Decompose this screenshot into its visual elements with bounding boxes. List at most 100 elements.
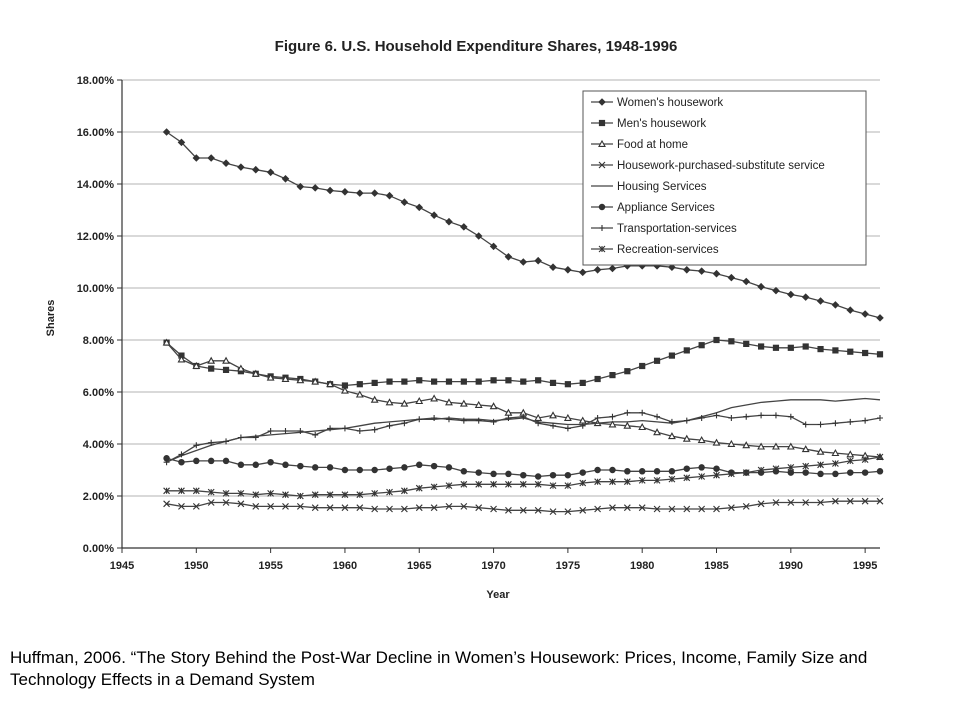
data-point — [638, 504, 646, 512]
data-point — [237, 500, 245, 508]
data-point — [400, 399, 409, 407]
data-point — [520, 378, 527, 385]
data-point — [757, 500, 765, 508]
data-point — [668, 505, 676, 513]
data-point — [817, 461, 824, 469]
data-point — [445, 398, 453, 406]
data-point — [490, 470, 497, 478]
data-point — [430, 483, 438, 491]
data-point — [208, 365, 215, 372]
data-point — [430, 504, 438, 512]
data-point — [832, 460, 839, 467]
legend-label: Men's housework — [617, 118, 706, 130]
data-point — [683, 347, 690, 354]
data-point — [416, 377, 423, 384]
data-point — [237, 163, 245, 171]
x-tick-label: 1955 — [258, 560, 282, 572]
y-tick-label: 14.00% — [77, 179, 115, 191]
data-point — [653, 505, 661, 513]
data-point — [608, 264, 617, 273]
data-point — [832, 420, 839, 427]
data-point — [877, 415, 883, 421]
data-point — [370, 189, 379, 197]
line-chart: Figure 6. U.S. Household Expenditure Sha… — [45, 38, 884, 601]
series-line — [166, 342, 881, 458]
data-point — [549, 471, 557, 479]
data-point — [624, 468, 631, 475]
data-point — [847, 418, 854, 425]
data-point — [192, 503, 200, 510]
data-point — [594, 478, 601, 486]
data-point — [223, 438, 230, 445]
data-point — [327, 425, 334, 432]
data-point — [386, 488, 393, 496]
data-point — [802, 462, 810, 470]
data-point — [831, 448, 840, 457]
y-tick-label: 0.00% — [83, 543, 114, 555]
x-tick-label: 1990 — [779, 560, 803, 572]
data-point — [489, 402, 498, 410]
data-point — [475, 417, 482, 424]
data-point — [311, 184, 319, 192]
data-point — [772, 442, 780, 450]
data-point — [207, 356, 216, 364]
data-point — [505, 415, 512, 421]
data-point — [505, 470, 512, 478]
data-point — [817, 421, 824, 428]
data-point — [326, 491, 334, 499]
y-tick-label: 8.00% — [83, 335, 114, 347]
data-point — [415, 203, 424, 212]
legend-entry: Recreation-services — [591, 244, 719, 256]
data-point — [579, 479, 587, 487]
data-point — [876, 468, 884, 475]
data-point — [282, 461, 289, 469]
data-point — [683, 474, 691, 482]
data-point — [251, 369, 260, 377]
data-point — [207, 488, 215, 496]
data-point — [698, 473, 706, 480]
data-point — [624, 409, 631, 416]
data-point — [727, 439, 736, 447]
data-point — [832, 470, 839, 478]
data-point — [474, 232, 483, 240]
data-point — [757, 282, 765, 291]
data-point — [207, 457, 215, 465]
data-point — [282, 503, 289, 510]
data-point — [564, 425, 571, 432]
data-point — [371, 505, 379, 513]
data-point — [801, 445, 810, 453]
data-point — [579, 379, 586, 387]
data-point — [802, 499, 810, 506]
data-point — [371, 490, 379, 497]
data-point — [460, 378, 467, 385]
data-point — [504, 408, 513, 416]
data-point — [787, 413, 794, 420]
data-point — [416, 461, 423, 469]
data-point — [609, 478, 616, 486]
data-point — [520, 413, 527, 420]
data-point — [653, 428, 661, 436]
data-point — [267, 428, 274, 434]
data-point — [341, 491, 349, 499]
data-point — [237, 434, 244, 441]
data-point — [490, 377, 497, 384]
x-tick-label: 1960 — [333, 560, 357, 572]
data-point — [802, 469, 809, 476]
data-point — [698, 415, 705, 421]
data-point — [862, 349, 869, 357]
data-point — [296, 503, 304, 510]
data-point — [401, 464, 408, 471]
data-point — [579, 469, 586, 476]
data-point — [460, 468, 468, 475]
data-point — [861, 456, 869, 463]
data-point — [638, 468, 646, 475]
data-point — [593, 266, 602, 274]
data-point — [400, 198, 409, 206]
data-point — [237, 461, 245, 469]
data-point — [772, 344, 780, 351]
data-point — [252, 434, 259, 441]
data-point — [742, 277, 751, 286]
data-point — [624, 368, 631, 375]
x-tick-label: 1945 — [110, 560, 134, 572]
data-point — [401, 487, 408, 495]
